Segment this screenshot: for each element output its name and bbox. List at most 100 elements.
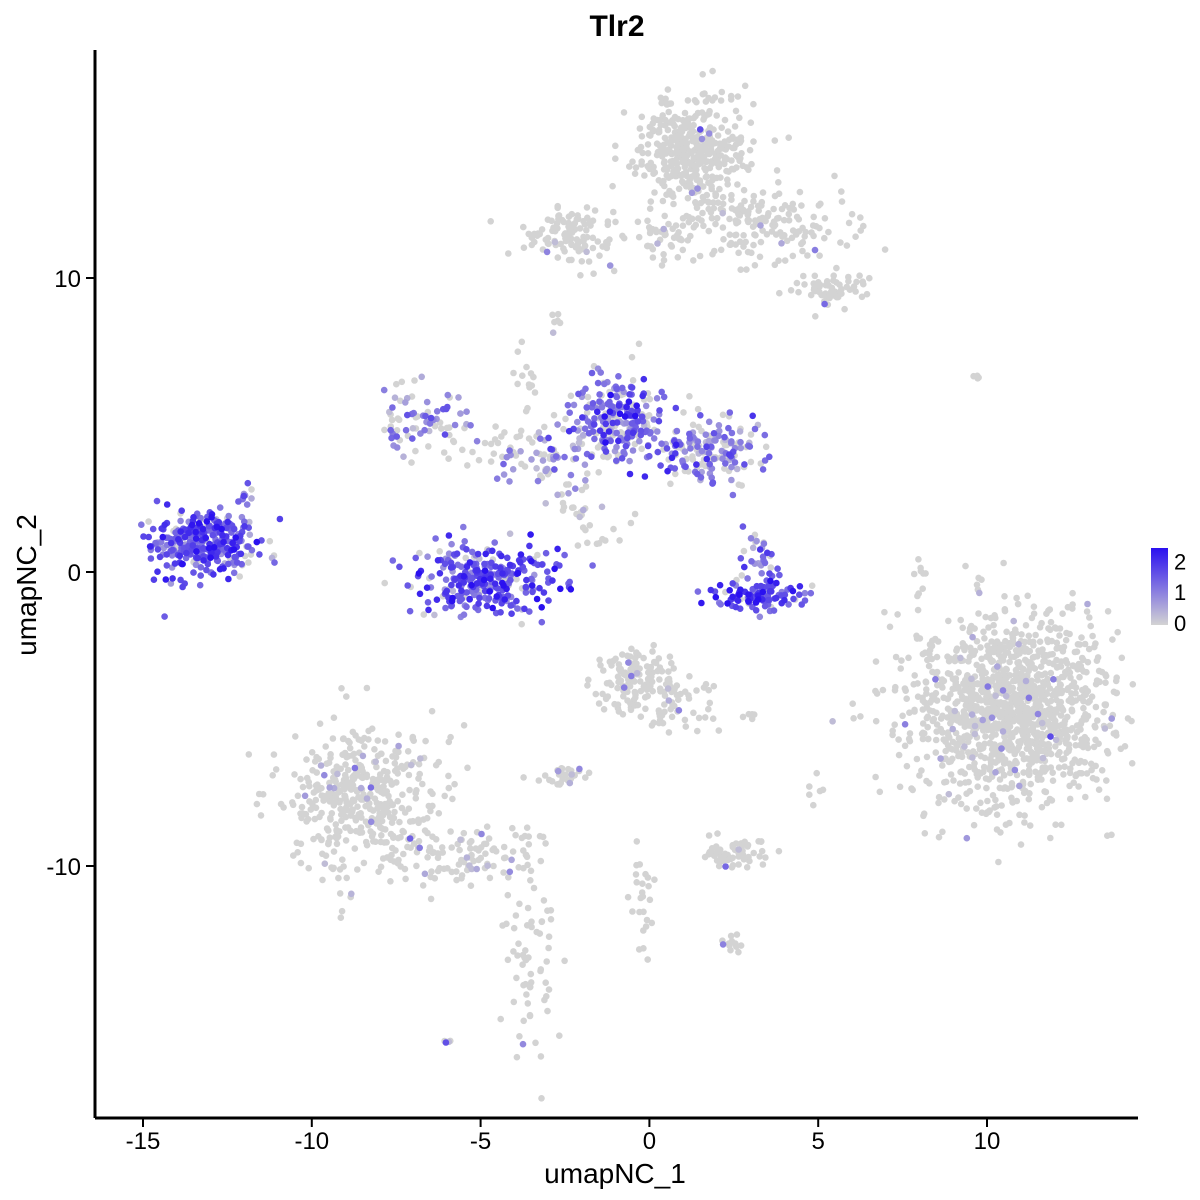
cell-point <box>535 777 543 784</box>
cell-point <box>947 771 955 778</box>
cell-point <box>843 283 851 291</box>
cell-point <box>1019 731 1027 739</box>
cell-point <box>726 587 733 594</box>
cell-point <box>534 551 541 559</box>
cell-point <box>389 801 397 809</box>
cell-point <box>670 157 678 165</box>
cell-point <box>485 835 493 842</box>
cell-point <box>644 956 651 963</box>
cell-point <box>681 155 689 163</box>
cell-point <box>196 581 204 589</box>
cell-point <box>897 665 904 672</box>
cell-point <box>1047 733 1054 740</box>
cell-point <box>833 264 840 272</box>
cell-point <box>750 192 758 200</box>
cell-point <box>646 395 654 403</box>
cell-point <box>311 758 319 765</box>
cell-point <box>623 419 630 427</box>
cell-point <box>923 777 930 785</box>
cell-point <box>809 222 817 229</box>
cell-point <box>675 707 683 714</box>
cell-point <box>318 809 325 817</box>
cell-point <box>749 544 757 552</box>
cell-point <box>185 529 192 537</box>
cell-point <box>713 857 721 864</box>
cell-point <box>935 833 943 841</box>
x-tick-label: -5 <box>470 1128 491 1155</box>
cell-point <box>514 569 522 577</box>
cell-point <box>650 435 658 442</box>
cell-point <box>365 800 373 808</box>
cell-point <box>1047 618 1055 626</box>
cell-point <box>1063 749 1070 757</box>
cell-point <box>649 254 657 261</box>
cell-point <box>1026 790 1033 797</box>
cell-point <box>209 531 217 539</box>
cell-point <box>1053 639 1061 647</box>
cell-point <box>699 209 706 217</box>
cell-point <box>1113 689 1120 697</box>
cell-point <box>677 690 684 698</box>
cell-point <box>968 675 975 683</box>
cell-point <box>973 661 980 669</box>
cell-point <box>253 538 261 546</box>
cell-point <box>556 319 564 327</box>
cell-point <box>741 82 749 90</box>
cell-point <box>1050 676 1057 683</box>
cell-point <box>305 864 313 872</box>
cell-point <box>1030 642 1037 649</box>
cell-point <box>672 222 680 229</box>
cell-point <box>978 655 985 663</box>
x-tick-label: 5 <box>812 1128 825 1155</box>
cell-point <box>1021 648 1029 655</box>
cell-point <box>503 920 510 928</box>
cell-point <box>985 624 992 631</box>
cell-point <box>344 824 352 831</box>
cell-point <box>508 610 515 617</box>
cell-point <box>521 605 528 613</box>
cell-point <box>396 563 403 571</box>
cell-point <box>682 463 689 471</box>
cell-point <box>1025 771 1033 779</box>
cell-point <box>736 428 744 435</box>
cell-point <box>857 713 864 720</box>
cell-point <box>1068 706 1076 713</box>
cell-point <box>935 799 942 807</box>
cell-point <box>513 575 520 583</box>
cell-point <box>326 834 334 841</box>
cell-point <box>644 217 651 225</box>
cell-point <box>737 942 745 949</box>
cell-point <box>485 595 493 602</box>
cell-point <box>1096 678 1103 686</box>
cell-point <box>949 725 956 733</box>
cell-point <box>513 433 520 441</box>
cell-point <box>703 147 711 154</box>
cell-point <box>962 702 970 709</box>
cell-point <box>612 155 619 162</box>
cell-point <box>145 518 152 525</box>
cell-point <box>520 223 527 231</box>
cell-point <box>637 427 645 435</box>
cell-point <box>505 250 512 257</box>
cell-point <box>957 616 964 624</box>
cell-point <box>460 523 467 531</box>
cell-point <box>536 584 543 592</box>
cell-point <box>518 338 526 346</box>
cell-point <box>806 783 813 790</box>
cell-point <box>445 532 453 539</box>
cell-point <box>706 699 714 707</box>
cell-point <box>565 223 572 230</box>
cell-point <box>633 660 640 667</box>
cell-point <box>276 515 284 523</box>
cell-point <box>208 514 215 521</box>
cell-point <box>990 621 997 629</box>
cell-point <box>257 812 265 819</box>
cell-point <box>983 653 990 660</box>
cell-point <box>964 738 972 746</box>
cell-point <box>229 539 236 547</box>
cell-point <box>475 600 482 607</box>
cell-point <box>418 373 426 381</box>
cell-point <box>1086 614 1093 621</box>
cell-point <box>799 224 806 232</box>
cell-point <box>785 134 792 141</box>
